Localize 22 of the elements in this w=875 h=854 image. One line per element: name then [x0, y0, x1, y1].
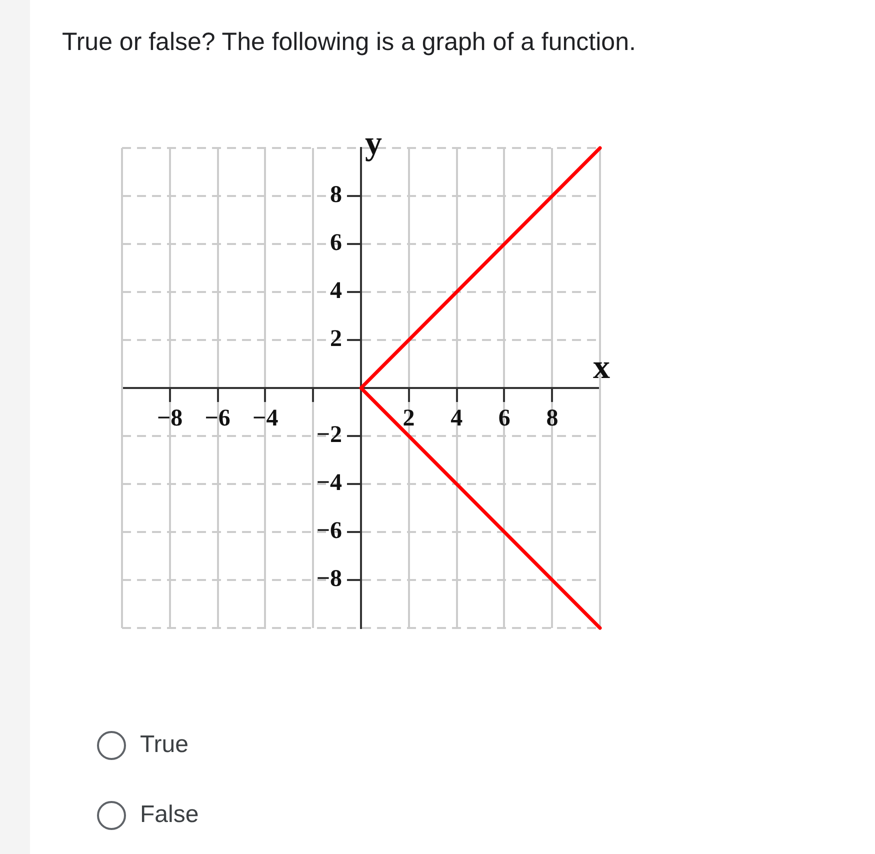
- y-tick-label: −4: [316, 470, 342, 496]
- y-tick-label: −2: [316, 422, 342, 448]
- radio-button[interactable]: [97, 730, 126, 760]
- x-tick-label: 2: [402, 406, 415, 432]
- y-tick-label: −8: [316, 566, 342, 592]
- y-tick-label: −6: [316, 518, 342, 544]
- radio-button[interactable]: [97, 800, 126, 830]
- y-tick-label: 6: [330, 230, 342, 256]
- x-tick-label: −8: [156, 406, 183, 432]
- x-tick-label: 4: [450, 406, 463, 432]
- y-tick-label: 8: [330, 182, 342, 208]
- x-tick-label: 8: [546, 406, 558, 432]
- text: True: [140, 731, 188, 759]
- y-tick-label: 2: [330, 326, 342, 352]
- chart-title: True or false? The following is a graph of a function.: [62, 27, 636, 58]
- y-axis-title: y: [365, 125, 382, 162]
- y-tick-label: 4: [330, 278, 342, 304]
- x-tick-label: −6: [204, 406, 230, 432]
- text: False: [140, 801, 199, 829]
- x-tick-label: −4: [252, 406, 278, 432]
- x-tick-label: 6: [498, 406, 510, 432]
- x-axis-title: x: [593, 349, 610, 386]
